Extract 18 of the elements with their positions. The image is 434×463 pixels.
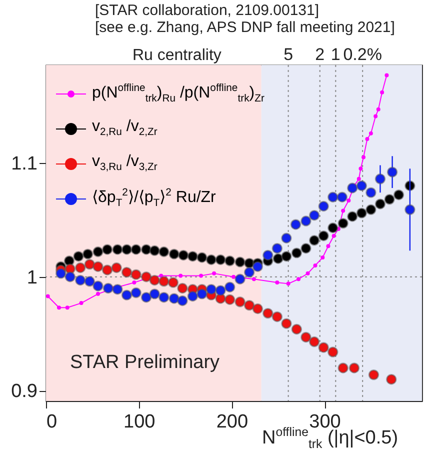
annotation: STAR Preliminary xyxy=(70,352,220,374)
text: 2 xyxy=(315,45,325,64)
legend-label: v$_{3,Ru}$ /v$_{3,Zr}$ xyxy=(92,153,158,174)
y-tick-label: 0.9 xyxy=(11,381,38,402)
legend-label: v$_{2,Ru}$ /v$_{2,Zr}$ xyxy=(92,118,158,139)
x-tick-label: 0 xyxy=(46,412,58,432)
text: 5 xyxy=(284,45,294,64)
chart-title: [STAR collaboration, 2109.00131] xyxy=(95,2,320,19)
y-tick-label: 1 xyxy=(26,267,38,288)
band-label: Ru centrality xyxy=(132,47,222,64)
x-tick-label: 100 xyxy=(123,412,156,432)
chart-subtitle: [see e.g. Zhang, APS DNP fall meeting 2021] xyxy=(95,19,395,36)
text: 1 xyxy=(330,45,340,64)
legend-label: ⟨δp$_{T}$$^{2}$⟩/⟨p$_{T}$⟩$^{2}$ Ru/Zr xyxy=(92,187,216,210)
text: 0.2% xyxy=(343,45,382,64)
y-tick-label: 1.1 xyxy=(11,153,38,174)
text: p(N$^{offline}$$_{trk}$)$_{Ru}$ /p(N$^{offline}$$_{trk}$)$_{Zr}$ xyxy=(92,82,264,104)
x-tick-label: 200 xyxy=(216,412,248,432)
